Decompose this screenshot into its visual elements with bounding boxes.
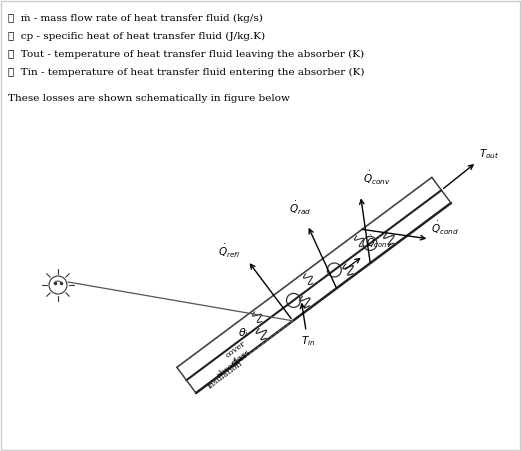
Text: $T_{out}$: $T_{out}$ xyxy=(479,147,500,161)
Text: $\dot{Q}_{conv}$: $\dot{Q}_{conv}$ xyxy=(363,170,390,187)
Text: $T_{in}$: $T_{in}$ xyxy=(301,335,316,349)
Text: $\dot{Q}_{rad}$: $\dot{Q}_{rad}$ xyxy=(290,200,312,217)
Text: ✓  ṁ - mass flow rate of heat transfer fluid (kg/s): ✓ ṁ - mass flow rate of heat transfer fl… xyxy=(8,14,263,23)
Text: $\dot{Q}_{refl}$: $\dot{Q}_{refl}$ xyxy=(218,243,240,260)
Text: absorber: absorber xyxy=(215,351,250,380)
Text: ✓  Tin - temperature of heat transfer fluid entering the absorber (K): ✓ Tin - temperature of heat transfer flu… xyxy=(8,68,365,77)
Text: cover
glass: cover glass xyxy=(224,340,253,367)
Text: ✓  Tout - temperature of heat transfer fluid leaving the absorber (K): ✓ Tout - temperature of heat transfer fl… xyxy=(8,50,364,59)
Text: $\dot{Q}_{cond}$: $\dot{Q}_{cond}$ xyxy=(431,220,459,237)
Text: These losses are shown schematically in figure below: These losses are shown schematically in … xyxy=(8,94,290,103)
Text: ✓  cp - specific heat of heat transfer fluid (J/kg.K): ✓ cp - specific heat of heat transfer fl… xyxy=(8,32,265,41)
Text: $\theta_i$: $\theta_i$ xyxy=(238,326,249,340)
Text: insulation: insulation xyxy=(206,359,244,390)
Text: $\dot{Q}_{conv}$: $\dot{Q}_{conv}$ xyxy=(366,233,392,250)
